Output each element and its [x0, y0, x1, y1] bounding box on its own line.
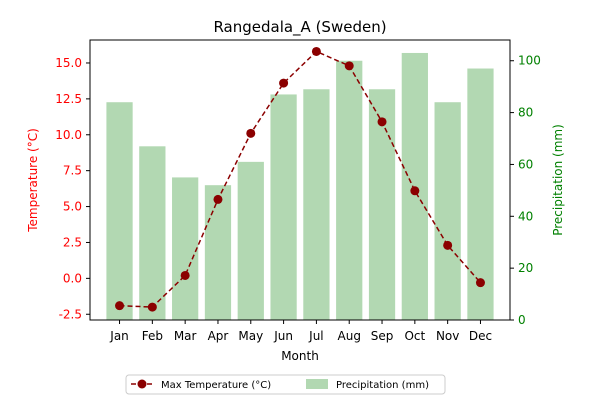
precipitation-bar — [139, 146, 166, 320]
temperature-point — [115, 301, 125, 311]
legend-label-temperature: Max Temperature (°C) — [161, 380, 271, 391]
legend: Max Temperature (°C) Precipitation (mm) — [125, 374, 446, 395]
right-axis-label: Precipitation (mm) — [551, 124, 565, 236]
x-tick-label: Jun — [273, 329, 293, 343]
right-tick-label: 60 — [518, 157, 533, 171]
right-tick-label: 40 — [518, 209, 533, 223]
x-tick-label: Jan — [109, 329, 129, 343]
left-tick-label: 0.0 — [63, 271, 82, 285]
x-axis-label: Month — [281, 349, 319, 363]
temperature-point — [344, 61, 354, 71]
right-axis-ticks: 0 20 40 60 80 100 — [510, 54, 541, 327]
left-tick-label: 2.5 — [63, 235, 82, 249]
temperature-point — [377, 117, 387, 127]
left-axis-ticks: -2.5 0.0 2.5 5.0 7.5 10.0 12.5 15.0 — [55, 56, 90, 321]
temperature-point — [443, 240, 453, 250]
x-tick-label: Jul — [308, 329, 323, 343]
left-tick-label: 5.0 — [63, 200, 82, 214]
plot-frame — [89, 39, 511, 321]
temperature-point — [279, 78, 289, 88]
left-axis-label: Temperature (°C) — [26, 128, 40, 233]
temperature-point — [311, 46, 321, 56]
x-tick-label: May — [238, 329, 263, 343]
left-tick-label: -2.5 — [59, 307, 82, 321]
temperature-line-path — [119, 50, 482, 308]
left-tick-label: 10.0 — [55, 128, 82, 142]
precipitation-bar — [303, 89, 330, 320]
x-tick-label: Apr — [208, 329, 229, 343]
temperature-point — [410, 186, 420, 196]
legend-box — [125, 374, 446, 395]
temperature-point — [246, 128, 256, 138]
precipitation-bar — [434, 102, 461, 320]
temperature-point — [180, 270, 190, 280]
precipitation-bar — [204, 185, 232, 320]
x-tick-label: Feb — [142, 329, 163, 343]
x-tick-label: Sep — [371, 329, 394, 343]
legend-marker-swatch — [137, 379, 147, 389]
x-tick-label: Nov — [436, 329, 459, 343]
precipitation-bar — [336, 60, 363, 320]
temperature-point — [147, 302, 157, 312]
temperature-point — [213, 194, 223, 204]
right-tick-label: 20 — [518, 261, 533, 275]
right-tick-label: 0 — [518, 313, 526, 327]
x-axis-ticks: Jan Feb Mar Apr May Jun Jul Aug Sep Oct Nov Dec — [109, 320, 492, 343]
x-tick-label: Aug — [338, 329, 361, 343]
precipitation-bar — [106, 102, 133, 320]
x-tick-label: Mar — [174, 329, 197, 343]
right-tick-label: 80 — [518, 106, 533, 120]
precipitation-bar — [368, 89, 396, 320]
precipitation-bar — [270, 94, 297, 320]
temperature-line — [115, 46, 485, 312]
chart-title: Rangedala_A (Sweden) — [213, 18, 386, 37]
legend-bar-swatch — [306, 379, 328, 389]
temperature-point — [475, 278, 485, 288]
left-tick-label: 12.5 — [55, 92, 82, 106]
x-tick-label: Dec — [469, 329, 492, 343]
precipitation-bar — [237, 161, 264, 320]
right-tick-label: 100 — [518, 54, 541, 68]
precipitation-bar — [467, 68, 494, 320]
precipitation-bar — [172, 177, 199, 320]
legend-label-precipitation: Precipitation (mm) — [336, 380, 429, 391]
x-tick-label: Oct — [404, 329, 425, 343]
left-tick-label: 7.5 — [63, 164, 82, 178]
precipitation-bars — [106, 52, 494, 321]
left-tick-label: 15.0 — [55, 56, 82, 70]
